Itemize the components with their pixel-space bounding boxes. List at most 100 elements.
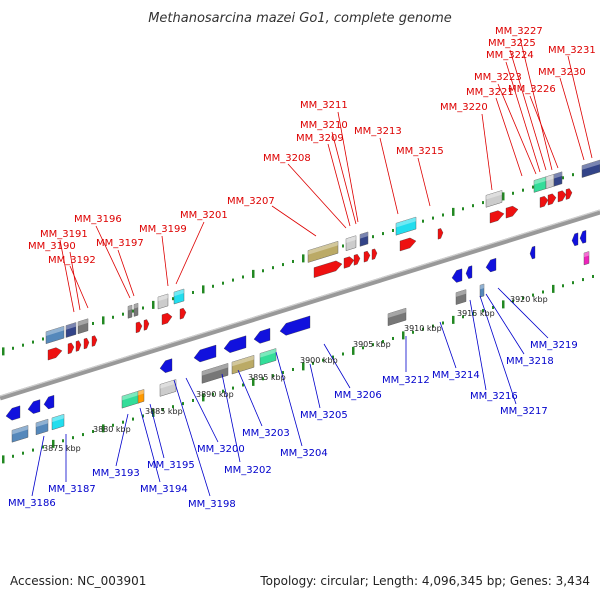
gene-label-mm3201[interactable]: MM_3201 [180,210,228,221]
gene-label-mm3207[interactable]: MM_3207 [227,196,275,207]
forward-gene-box-body [127,304,133,319]
upper-track-tick [22,343,24,347]
gene-label-mm3212[interactable]: MM_3212 [382,375,430,386]
upper-track-tick [212,284,214,288]
reverse-gene-arrow-body [193,344,217,363]
gene-label-mm3224[interactable]: MM_3224 [486,50,534,61]
lower-track-tick [172,405,174,409]
forward-gene-arrow [75,340,82,352]
reverse-gene-box [201,363,229,384]
forward-gene-arrow-body [75,340,82,352]
gene-label-mm3210[interactable]: MM_3210 [300,120,348,131]
gene-label-mm3218[interactable]: MM_3218 [506,356,554,367]
gene-label-mm3190[interactable]: MM_3190 [28,241,76,252]
gene-label-mm3202[interactable]: MM_3202 [224,465,272,476]
forward-gene-box [157,293,169,310]
gene-label-mm3220[interactable]: MM_3220 [440,102,488,113]
reverse-leader-line [173,379,211,497]
gene-label-mm3211[interactable]: MM_3211 [300,100,348,111]
gene-label-mm3226[interactable]: MM_3226 [508,84,556,95]
gene-label-mm3230[interactable]: MM_3230 [538,67,586,78]
forward-gene-box [65,322,77,338]
gene-label-mm3223[interactable]: MM_3223 [474,72,522,83]
forward-gene-box [533,176,547,193]
gene-label-mm3194[interactable]: MM_3194 [140,484,188,495]
gene-label-mm3195[interactable]: MM_3195 [147,460,195,471]
kbp-3900: 3900 kbp [300,356,338,365]
forward-gene-arrow-body [437,228,444,240]
gene-label-mm3193[interactable]: MM_3193 [92,468,140,479]
forward-gene-arrow [67,342,75,355]
gene-label-mm3227[interactable]: MM_3227 [495,26,543,37]
forward-gene-box-body [581,159,600,178]
gene-label-mm3196[interactable]: MM_3196 [74,214,122,225]
lower-track-tick [82,433,84,437]
gene-label-mm3199[interactable]: MM_3199 [139,224,187,235]
lower-track-tick [522,296,524,300]
forward-gene-arrow [91,335,98,347]
genome-backbone [0,209,600,401]
reverse-gene-box [479,283,485,298]
reverse-gene-arrow-body [279,315,311,336]
reverse-gene-arrow-body [223,335,247,353]
lower-track-tick [552,284,555,293]
lower-track-tick [42,445,44,449]
forward-gene-arrow-body [91,335,98,347]
forward-gene-arrow [47,347,63,361]
gene-label-mm3198[interactable]: MM_3198 [188,499,236,510]
gene-label-mm3208[interactable]: MM_3208 [263,153,311,164]
gene-label-mm3213[interactable]: MM_3213 [354,126,402,137]
gene-label-mm3200[interactable]: MM_3200 [197,444,245,455]
forward-gene-arrow-body [83,337,90,350]
forward-gene-box-shine [78,318,88,327]
upper-track-tick [302,254,305,263]
forward-gene-box [545,173,555,190]
reverse-gene-box-body [137,389,145,404]
gene-label-mm3217[interactable]: MM_3217 [500,406,548,417]
lower-track-tick [322,358,324,362]
gene-label-mm3225[interactable]: MM_3225 [488,38,536,49]
reverse-gene-box-body [455,289,467,305]
forward-gene-arrow [489,210,505,224]
forward-gene-box-shine [534,176,546,185]
gene-label-mm3216[interactable]: MM_3216 [470,391,518,402]
forward-leader-line [59,239,75,313]
kbp-3910: 3910 kbp [404,324,442,333]
reverse-gene-box [11,425,29,443]
reverse-gene-box [137,389,145,404]
reverse-leader-line [149,403,165,459]
reverse-gene-box [387,307,407,326]
gene-label-mm3209[interactable]: MM_3209 [296,133,344,144]
gene-label-mm3191[interactable]: MM_3191 [40,229,88,240]
gene-label-mm3205[interactable]: MM_3205 [300,410,348,421]
gene-label-mm3206[interactable]: MM_3206 [334,390,382,401]
lower-track-tick [592,274,594,278]
forward-leader-line [379,137,399,215]
gene-label-mm3192[interactable]: MM_3192 [48,255,96,266]
genome-summary-text: Topology: circular; Length: 4,096,345 bp… [259,574,590,588]
forward-gene-box-shine [128,305,132,311]
gene-label-mm3231[interactable]: MM_3231 [548,45,596,56]
forward-gene-arrow [547,193,557,206]
gene-label-mm3203[interactable]: MM_3203 [242,428,290,439]
gene-label-mm3197[interactable]: MM_3197 [96,238,144,249]
forward-gene-box [307,240,339,263]
upper-track-tick [102,316,105,325]
forward-leader-line [495,97,523,177]
gene-label-mm3187[interactable]: MM_3187 [48,484,96,495]
gene-label-mm3221[interactable]: MM_3221 [466,87,514,98]
upper-track-tick [192,290,194,294]
gene-label-mm3215[interactable]: MM_3215 [396,146,444,157]
reverse-gene-arrow [465,265,473,279]
gene-label-mm3219[interactable]: MM_3219 [530,340,578,351]
reverse-gene-arrow [27,399,41,414]
gene-label-mm3204[interactable]: MM_3204 [280,448,328,459]
lower-track-tick [442,321,444,325]
reverse-gene-arrow-body [27,399,41,414]
reverse-gene-box-body [201,363,229,384]
gene-label-mm3214[interactable]: MM_3214 [432,370,480,381]
forward-leader-line [271,205,317,237]
kbp-3875: 3875 kbp [43,444,81,453]
gene-label-mm3186[interactable]: MM_3186 [8,498,56,509]
upper-track-tick [152,300,155,309]
